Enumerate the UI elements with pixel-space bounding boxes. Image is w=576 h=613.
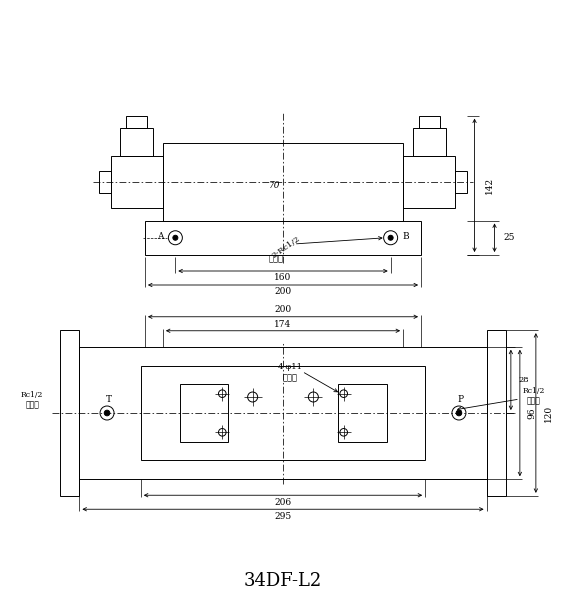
Text: 174: 174 xyxy=(274,320,291,329)
Bar xyxy=(111,156,163,208)
Text: 回油口: 回油口 xyxy=(25,401,39,409)
Text: 4-φ11: 4-φ11 xyxy=(278,364,302,371)
Bar xyxy=(413,128,446,156)
Text: A: A xyxy=(157,232,164,242)
Text: 120: 120 xyxy=(544,405,553,422)
Text: 96: 96 xyxy=(528,407,537,419)
Bar xyxy=(419,116,439,128)
Bar xyxy=(100,171,111,193)
Circle shape xyxy=(104,410,110,416)
Text: 200: 200 xyxy=(274,287,291,297)
Bar xyxy=(180,384,228,442)
Text: 34DF-L2: 34DF-L2 xyxy=(244,572,322,590)
Text: Rc1/2: Rc1/2 xyxy=(21,391,43,399)
Circle shape xyxy=(173,235,178,240)
Text: 142: 142 xyxy=(484,177,494,194)
Bar xyxy=(456,171,467,193)
Text: Rc1/2: Rc1/2 xyxy=(522,387,545,395)
Bar xyxy=(145,221,421,255)
Text: 25: 25 xyxy=(503,234,515,242)
Bar xyxy=(163,143,403,221)
Bar xyxy=(126,116,147,128)
Text: 200: 200 xyxy=(274,305,291,314)
Bar xyxy=(338,384,386,442)
Text: 2-Rc1/2: 2-Rc1/2 xyxy=(270,234,301,259)
Text: T: T xyxy=(106,395,112,403)
Text: 206: 206 xyxy=(274,498,291,507)
Text: 出油口: 出油口 xyxy=(268,255,283,263)
Text: 安装孔: 安装孔 xyxy=(282,375,297,383)
Bar xyxy=(120,128,153,156)
Bar xyxy=(487,330,506,496)
Text: 160: 160 xyxy=(274,273,291,283)
Bar xyxy=(141,366,425,460)
Bar xyxy=(60,330,79,496)
Text: 28: 28 xyxy=(519,376,529,384)
Text: 295: 295 xyxy=(274,512,291,520)
Text: B: B xyxy=(403,232,410,242)
Bar xyxy=(403,156,456,208)
Circle shape xyxy=(456,410,462,416)
Bar xyxy=(79,347,487,479)
Text: P: P xyxy=(458,395,464,403)
Text: 70: 70 xyxy=(269,181,281,190)
Text: 进油口: 进油口 xyxy=(527,397,541,405)
Circle shape xyxy=(388,235,393,240)
